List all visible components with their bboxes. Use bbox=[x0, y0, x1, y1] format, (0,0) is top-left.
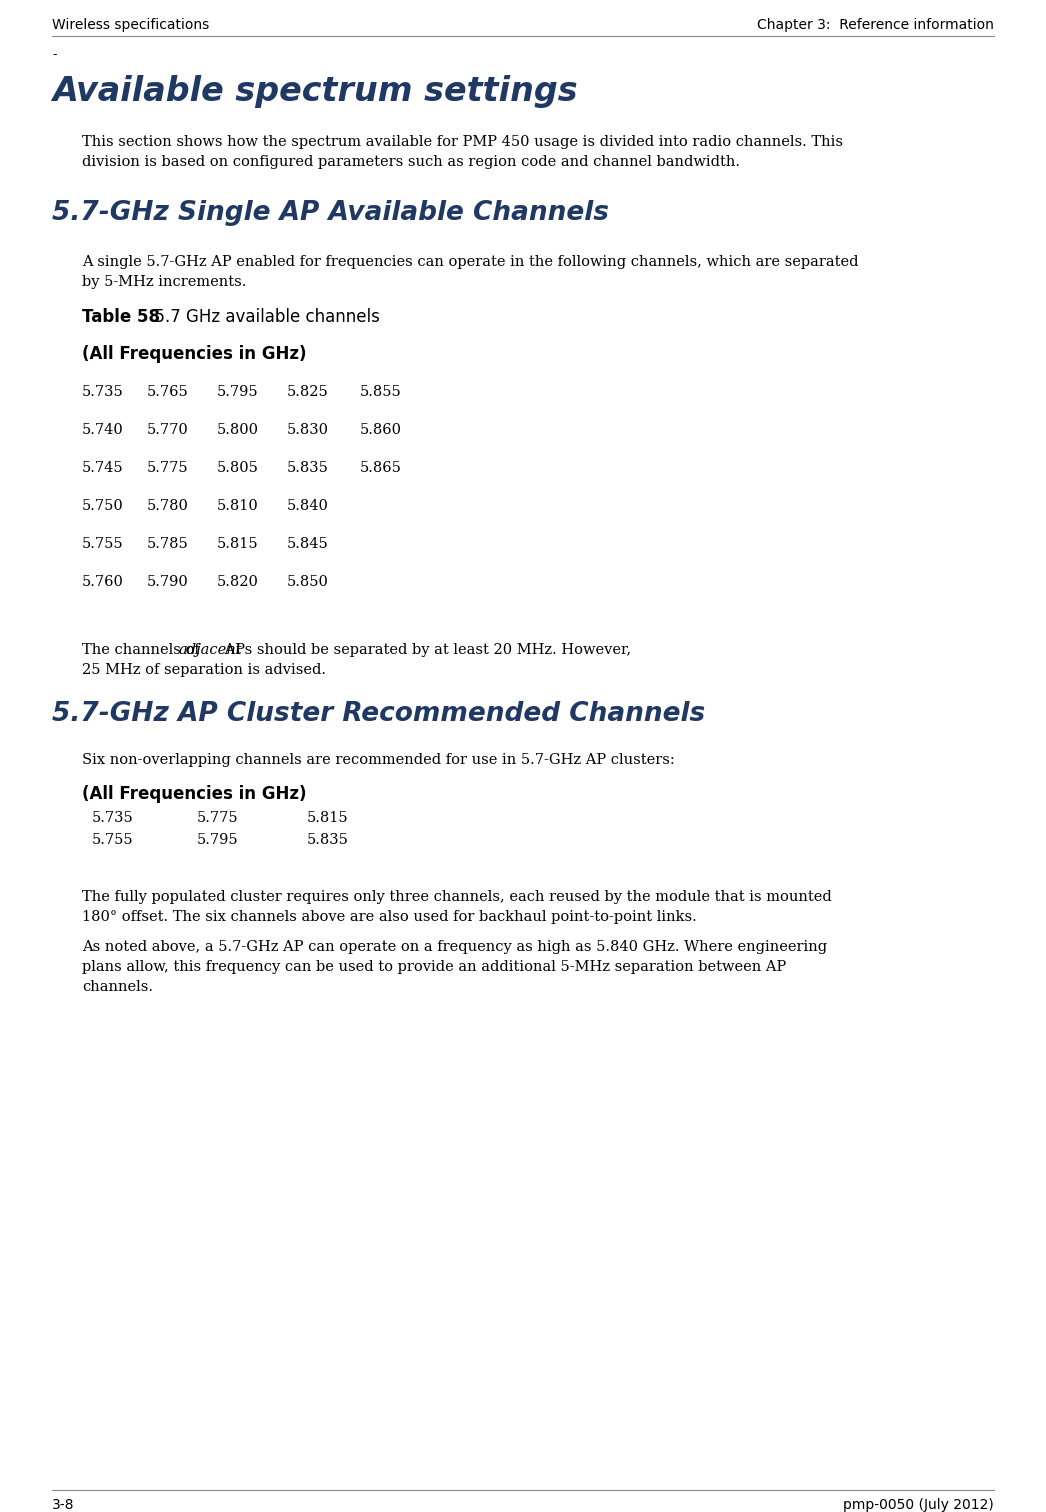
Text: 5.735: 5.735 bbox=[92, 810, 134, 826]
Text: 5.745: 5.745 bbox=[82, 461, 123, 475]
Text: pmp-0050 (July 2012): pmp-0050 (July 2012) bbox=[843, 1498, 994, 1512]
Text: 5.860: 5.860 bbox=[360, 423, 402, 437]
Text: by 5-MHz increments.: by 5-MHz increments. bbox=[82, 275, 247, 289]
Text: 5.825: 5.825 bbox=[287, 386, 328, 399]
Text: The channels of: The channels of bbox=[82, 643, 204, 658]
Text: Wireless specifications: Wireless specifications bbox=[52, 18, 209, 32]
Text: Table 58: Table 58 bbox=[82, 308, 160, 327]
Text: 5.835: 5.835 bbox=[306, 833, 349, 847]
Text: (All Frequencies in GHz): (All Frequencies in GHz) bbox=[82, 785, 306, 803]
Text: 5.755: 5.755 bbox=[92, 833, 134, 847]
Text: (All Frequencies in GHz): (All Frequencies in GHz) bbox=[82, 345, 306, 363]
Text: 5.740: 5.740 bbox=[82, 423, 123, 437]
Text: This section shows how the spectrum available for PMP 450 usage is divided into : This section shows how the spectrum avai… bbox=[82, 135, 843, 150]
Text: 5.805: 5.805 bbox=[217, 461, 258, 475]
Text: 5.820: 5.820 bbox=[217, 575, 258, 590]
Text: 5.790: 5.790 bbox=[147, 575, 188, 590]
Text: 5.810: 5.810 bbox=[217, 499, 258, 513]
Text: 3-8: 3-8 bbox=[52, 1498, 74, 1512]
Text: 5.765: 5.765 bbox=[147, 386, 188, 399]
Text: Available spectrum settings: Available spectrum settings bbox=[52, 76, 577, 107]
Text: 5.840: 5.840 bbox=[287, 499, 328, 513]
Text: 5.760: 5.760 bbox=[82, 575, 123, 590]
Text: APs should be separated by at least 20 MHz. However,: APs should be separated by at least 20 M… bbox=[220, 643, 631, 658]
Text: -: - bbox=[52, 48, 56, 60]
Text: As noted above, a 5.7-GHz AP can operate on a frequency as high as 5.840 GHz. Wh: As noted above, a 5.7-GHz AP can operate… bbox=[82, 940, 827, 954]
Text: 5.815: 5.815 bbox=[217, 537, 258, 550]
Text: 25 MHz of separation is advised.: 25 MHz of separation is advised. bbox=[82, 662, 326, 677]
Text: 5.865: 5.865 bbox=[360, 461, 402, 475]
Text: division is based on configured parameters such as region code and channel bandw: division is based on configured paramete… bbox=[82, 156, 740, 169]
Text: 5.795: 5.795 bbox=[197, 833, 238, 847]
Text: 5.845: 5.845 bbox=[287, 537, 328, 550]
Text: 5.780: 5.780 bbox=[147, 499, 189, 513]
Text: 5.815: 5.815 bbox=[306, 810, 348, 826]
Text: 5.850: 5.850 bbox=[287, 575, 328, 590]
Text: 180° offset. The six channels above are also used for backhaul point-to-point li: 180° offset. The six channels above are … bbox=[82, 910, 697, 924]
Text: 5.785: 5.785 bbox=[147, 537, 188, 550]
Text: Chapter 3:  Reference information: Chapter 3: Reference information bbox=[757, 18, 994, 32]
Text: 5.755: 5.755 bbox=[82, 537, 123, 550]
Text: adjacent: adjacent bbox=[179, 643, 243, 658]
Text: 5.750: 5.750 bbox=[82, 499, 123, 513]
Text: 5.7 GHz available channels: 5.7 GHz available channels bbox=[144, 308, 380, 327]
Text: 5.775: 5.775 bbox=[197, 810, 238, 826]
Text: Six non-overlapping channels are recommended for use in 5.7-GHz AP clusters:: Six non-overlapping channels are recomme… bbox=[82, 753, 675, 767]
Text: 5.770: 5.770 bbox=[147, 423, 188, 437]
Text: plans allow, this frequency can be used to provide an additional 5-MHz separatio: plans allow, this frequency can be used … bbox=[82, 960, 787, 974]
Text: 5.830: 5.830 bbox=[287, 423, 329, 437]
Text: 5.835: 5.835 bbox=[287, 461, 328, 475]
Text: 5.800: 5.800 bbox=[217, 423, 259, 437]
Text: 5.795: 5.795 bbox=[217, 386, 258, 399]
Text: A single 5.7-GHz AP enabled for frequencies can operate in the following channel: A single 5.7-GHz AP enabled for frequenc… bbox=[82, 256, 859, 269]
Text: 5.7-GHz Single AP Available Channels: 5.7-GHz Single AP Available Channels bbox=[52, 200, 609, 225]
Text: 5.855: 5.855 bbox=[360, 386, 402, 399]
Text: 5.7-GHz AP Cluster Recommended Channels: 5.7-GHz AP Cluster Recommended Channels bbox=[52, 702, 705, 727]
Text: The fully populated cluster requires only three channels, each reused by the mod: The fully populated cluster requires onl… bbox=[82, 891, 832, 904]
Text: channels.: channels. bbox=[82, 980, 153, 993]
Text: 5.735: 5.735 bbox=[82, 386, 123, 399]
Text: 5.775: 5.775 bbox=[147, 461, 188, 475]
